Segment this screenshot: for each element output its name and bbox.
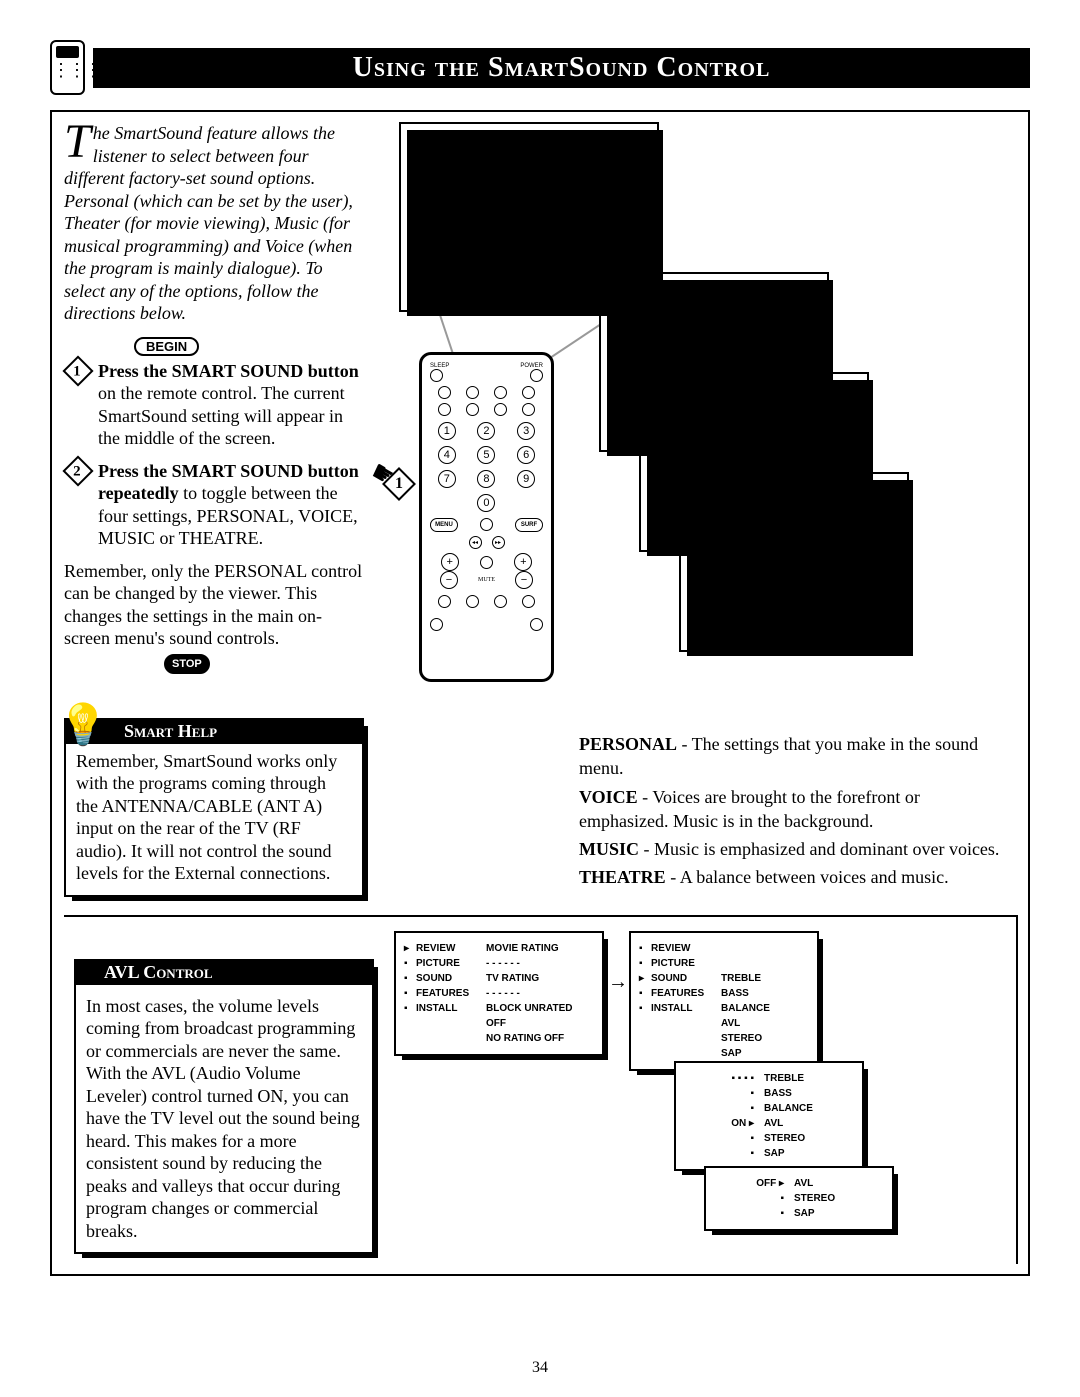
dropcap: T (64, 122, 91, 162)
left-column: The SmartSound feature allows the listen… (64, 122, 364, 897)
remote-control-diagram: SLEEPPOWER 123 456 789 0 MENU SURF (419, 352, 554, 682)
intro-paragraph: The SmartSound feature allows the listen… (64, 122, 364, 325)
remote-icon (50, 40, 85, 95)
help-text: Remember, SmartSound works only with the… (76, 751, 337, 884)
avl-section: AVL Control In most cases, the volume le… (64, 915, 1018, 1265)
menu-diagrams: ▸REVIEWMOVIE RATING ▪PICTURE- - - - - - … (394, 931, 1006, 1231)
stop-label: STOP (164, 654, 210, 674)
help-title: Smart Help (64, 718, 364, 744)
surf-button: SURF (515, 518, 543, 532)
smart-help-box: Smart Help 💡 Remember, SmartSound works … (64, 718, 364, 897)
mode-descriptions: PERSONAL - The settings that you make in… (379, 732, 1018, 890)
arrow-icon: → (608, 971, 628, 994)
right-column: PERSONAL VOICE MUSIC THEATRE (379, 122, 1018, 897)
step-1: 1 Press the SMART SOUND button on the re… (64, 360, 364, 450)
begin-label: BEGIN (134, 337, 199, 356)
main-content-frame: The SmartSound feature allows the listen… (50, 110, 1030, 1276)
avl-text: In most cases, the volume levels coming … (86, 996, 360, 1241)
note-paragraph: Remember, only the PERSONAL control can … (64, 560, 364, 650)
menu-1: ▸REVIEWMOVIE RATING ▪PICTURE- - - - - - … (394, 931, 604, 1056)
screen-personal: PERSONAL (399, 122, 659, 312)
page-title: Using the SmartSound Control (93, 48, 1030, 88)
page-number: 34 (0, 1359, 1080, 1377)
avl-control-box: AVL Control In most cases, the volume le… (74, 959, 374, 1255)
avl-title: AVL Control (74, 959, 374, 985)
menu-2: ▪REVIEW ▪PICTURE ▸SOUNDTREBLE ▪FEATURESB… (629, 931, 819, 1071)
menu-4: OFF ▸AVL ▪STEREO ▪SAP (704, 1166, 894, 1231)
menu-3: ▪ ▪ ▪ ▪TREBLE ▪BASS ▪BALANCE ON ▸AVL ▪ST… (674, 1061, 864, 1171)
step-2: 2 Press the SMART SOUND button repeatedl… (64, 460, 364, 550)
lightbulb-icon: 💡 (58, 700, 108, 750)
title-bar: Using the SmartSound Control (50, 40, 1030, 95)
menu-button: MENU (430, 518, 458, 532)
tv-screens-diagram: PERSONAL VOICE MUSIC THEATRE (379, 122, 1018, 612)
